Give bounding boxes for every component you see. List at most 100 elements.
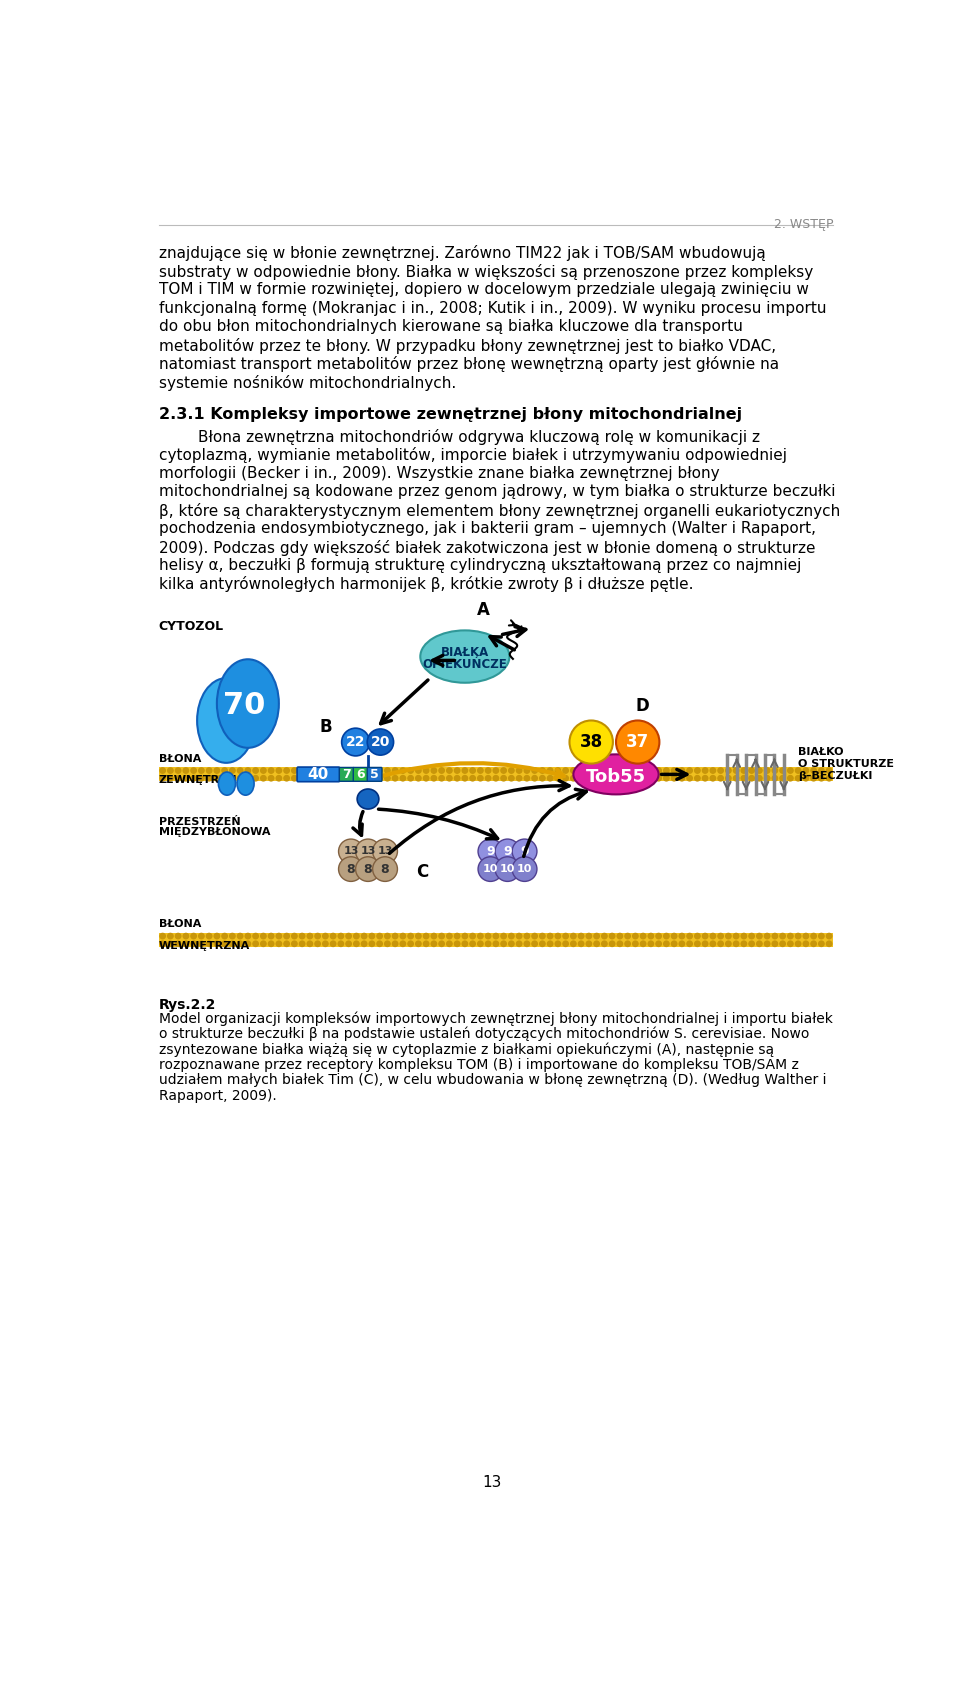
Circle shape <box>547 934 553 939</box>
FancyBboxPatch shape <box>158 768 833 782</box>
Ellipse shape <box>197 678 255 763</box>
Circle shape <box>206 768 212 773</box>
Text: 7: 7 <box>343 768 351 782</box>
Circle shape <box>756 934 762 939</box>
Circle shape <box>671 934 677 939</box>
Text: metabolitów przez te błony. W przypadku błony zewnętrznej jest to białko VDAC,: metabolitów przez te błony. W przypadku … <box>158 338 776 354</box>
Circle shape <box>355 856 380 882</box>
Circle shape <box>214 934 220 939</box>
Text: BŁONA: BŁONA <box>158 919 202 929</box>
Circle shape <box>229 934 235 939</box>
Circle shape <box>431 775 437 782</box>
Circle shape <box>370 934 374 939</box>
Circle shape <box>625 775 631 782</box>
Circle shape <box>695 941 700 946</box>
Circle shape <box>160 941 165 946</box>
Circle shape <box>625 934 631 939</box>
Circle shape <box>648 775 654 782</box>
Circle shape <box>710 768 715 773</box>
Text: cytoplazmą, wymianie metabolitów, imporcie białek i utrzymywaniu odpowiedniej: cytoplazmą, wymianie metabolitów, imporc… <box>158 447 787 464</box>
Circle shape <box>819 768 824 773</box>
Circle shape <box>563 775 568 782</box>
Circle shape <box>524 768 530 773</box>
Circle shape <box>532 934 538 939</box>
Circle shape <box>512 839 537 863</box>
Text: o strukturze beczułki β na podstawie ustaleń dotyczących mitochondriów S. cerevi: o strukturze beczułki β na podstawie ust… <box>158 1027 809 1042</box>
Circle shape <box>570 934 576 939</box>
Circle shape <box>663 941 669 946</box>
Circle shape <box>610 775 614 782</box>
Circle shape <box>237 934 243 939</box>
Circle shape <box>804 934 808 939</box>
Circle shape <box>524 941 530 946</box>
Circle shape <box>726 768 732 773</box>
Circle shape <box>353 768 359 773</box>
Circle shape <box>486 934 491 939</box>
Circle shape <box>160 934 165 939</box>
Circle shape <box>610 934 614 939</box>
Circle shape <box>756 775 762 782</box>
Circle shape <box>663 934 669 939</box>
Circle shape <box>439 775 444 782</box>
Circle shape <box>191 768 197 773</box>
Circle shape <box>478 856 503 882</box>
Circle shape <box>330 941 336 946</box>
Circle shape <box>355 839 380 863</box>
Text: Tob55: Tob55 <box>586 768 646 785</box>
Circle shape <box>330 768 336 773</box>
Circle shape <box>237 941 243 946</box>
Circle shape <box>168 941 173 946</box>
Circle shape <box>804 941 808 946</box>
Circle shape <box>772 768 778 773</box>
Circle shape <box>718 934 723 939</box>
Circle shape <box>423 941 429 946</box>
Circle shape <box>469 941 475 946</box>
Text: kilka antyrównoległych harmonijek β, krótkie zwroty β i dłuższe pętle.: kilka antyrównoległych harmonijek β, kró… <box>158 577 693 592</box>
Text: natomiast transport metabolitów przez błonę wewnętrzną oparty jest głównie na: natomiast transport metabolitów przez bł… <box>158 357 779 372</box>
Circle shape <box>353 775 359 782</box>
Circle shape <box>516 934 522 939</box>
Circle shape <box>687 775 692 782</box>
Text: C: C <box>416 863 428 882</box>
Circle shape <box>764 775 770 782</box>
Circle shape <box>214 768 220 773</box>
Circle shape <box>252 775 258 782</box>
Circle shape <box>687 941 692 946</box>
Circle shape <box>780 775 785 782</box>
Ellipse shape <box>357 788 379 809</box>
Circle shape <box>547 775 553 782</box>
Text: 13: 13 <box>360 846 375 856</box>
Circle shape <box>764 768 770 773</box>
Text: 9: 9 <box>520 844 529 858</box>
Circle shape <box>385 768 390 773</box>
Circle shape <box>323 934 328 939</box>
Circle shape <box>570 768 576 773</box>
Circle shape <box>206 941 212 946</box>
Circle shape <box>804 775 808 782</box>
Circle shape <box>671 768 677 773</box>
Text: 2. WSTĘP: 2. WSTĘP <box>774 218 833 232</box>
Circle shape <box>486 775 491 782</box>
Circle shape <box>315 768 321 773</box>
Text: 38: 38 <box>580 733 603 751</box>
Circle shape <box>222 768 228 773</box>
Circle shape <box>733 941 739 946</box>
Text: Model organizacji kompleksów importowych zewnętrznej błony mitochondrialnej i im: Model organizacji kompleksów importowych… <box>158 1012 832 1025</box>
Circle shape <box>594 775 599 782</box>
Circle shape <box>338 941 344 946</box>
Circle shape <box>679 941 684 946</box>
Circle shape <box>764 941 770 946</box>
Circle shape <box>393 775 397 782</box>
Circle shape <box>695 934 700 939</box>
Circle shape <box>261 941 266 946</box>
Circle shape <box>656 941 661 946</box>
Circle shape <box>563 934 568 939</box>
Circle shape <box>446 768 452 773</box>
Circle shape <box>370 941 374 946</box>
Text: 70: 70 <box>223 690 265 719</box>
Circle shape <box>229 941 235 946</box>
FancyBboxPatch shape <box>339 768 354 782</box>
Circle shape <box>524 775 530 782</box>
Circle shape <box>261 768 266 773</box>
Circle shape <box>756 768 762 773</box>
